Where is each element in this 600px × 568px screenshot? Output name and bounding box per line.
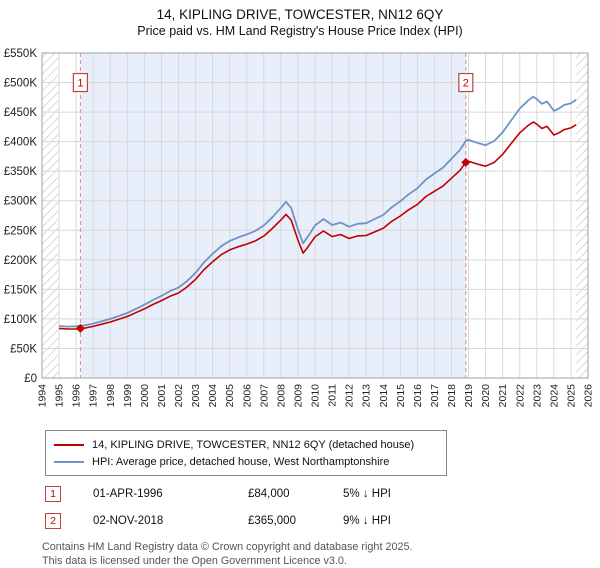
x-tick-label: 2001 bbox=[156, 384, 168, 408]
x-tick-label: 2019 bbox=[463, 384, 475, 408]
x-tick-label: 2009 bbox=[292, 384, 304, 408]
chart-legend: 14, KIPLING DRIVE, TOWCESTER, NN12 6QY (… bbox=[45, 430, 447, 476]
page-subtitle: Price paid vs. HM Land Registry's House … bbox=[137, 24, 463, 39]
x-tick-label: 2012 bbox=[344, 384, 356, 408]
y-tick-label: £550K bbox=[4, 48, 38, 60]
attribution-footer: Contains HM Land Registry data © Crown c… bbox=[42, 540, 600, 568]
x-tick-label: 2011 bbox=[327, 384, 339, 407]
legend-item-property: 14, KIPLING DRIVE, TOWCESTER, NN12 6QY (… bbox=[52, 436, 440, 453]
y-tick-label: £0 bbox=[24, 373, 37, 385]
series-hpi-average bbox=[59, 95, 577, 328]
sale-marker-2 bbox=[461, 157, 471, 167]
y-tick-label: £100K bbox=[4, 314, 38, 326]
sale-2-date: 02-NOV-2018 bbox=[93, 515, 164, 527]
legend-label-hpi: HPI: Average price, detached house, West… bbox=[92, 455, 390, 468]
sale-marker-1 bbox=[75, 323, 85, 333]
x-tick-label: 1999 bbox=[122, 384, 134, 408]
sale-1-number-badge: 1 bbox=[45, 486, 61, 502]
legend-label-property: 14, KIPLING DRIVE, TOWCESTER, NN12 6QY (… bbox=[92, 438, 415, 451]
svg-text:1: 1 bbox=[77, 78, 83, 90]
x-tick-label: 1995 bbox=[54, 384, 66, 408]
sale-number-box-1 bbox=[72, 72, 88, 93]
x-tick-label: 2020 bbox=[480, 384, 492, 408]
series-price-paid bbox=[59, 121, 577, 330]
no-data-hatch-right bbox=[576, 53, 588, 378]
x-tick-label: 2026 bbox=[583, 384, 595, 408]
x-tick-label: 2008 bbox=[275, 384, 287, 408]
sale-2-hpi-delta: 9% ↓ HPI bbox=[343, 515, 391, 527]
sale-record-2: 2 02-NOV-2018 £365,000 9% ↓ HPI bbox=[45, 513, 600, 529]
x-tick-label: 1994 bbox=[37, 384, 49, 408]
x-tick-label: 2005 bbox=[224, 384, 236, 408]
y-tick-label: £150K bbox=[4, 284, 38, 296]
sale-records: 1 01-APR-1996 £84,000 5% ↓ HPI 2 02-NOV-… bbox=[0, 486, 600, 529]
x-tick-label: 2022 bbox=[514, 384, 526, 408]
x-tick-label: 2004 bbox=[207, 384, 219, 408]
x-tick-label: 2023 bbox=[531, 384, 543, 408]
sale-1-price: £84,000 bbox=[248, 488, 290, 500]
x-tick-label: 2017 bbox=[429, 384, 441, 408]
sale-1-hpi-delta: 5% ↓ HPI bbox=[343, 488, 391, 500]
attribution-line-2: This data is licensed under the Open Gov… bbox=[42, 555, 347, 568]
price-chart: 1 2 £0 £50K £100K £150K £200K £250K £300K £350K £4… bbox=[4, 48, 595, 408]
y-tick-label: £300K bbox=[4, 196, 38, 208]
attribution-line-1: Contains HM Land Registry data © Crown c… bbox=[42, 541, 413, 553]
y-tick-label: £400K bbox=[4, 137, 38, 149]
y-tick-label: £200K bbox=[4, 255, 38, 267]
x-tick-label: 2006 bbox=[241, 384, 253, 408]
chart-header: 14, KIPLING DRIVE, TOWCESTER, NN12 6QY P… bbox=[0, 0, 600, 48]
x-tick-label: 2024 bbox=[548, 384, 560, 408]
x-tick-label: 2014 bbox=[378, 384, 390, 408]
x-tick-label: 2003 bbox=[190, 384, 202, 408]
x-tick-label: 2000 bbox=[139, 384, 151, 408]
x-tick-label: 2002 bbox=[173, 384, 185, 408]
sale-record-1: 1 01-APR-1996 £84,000 5% ↓ HPI bbox=[45, 486, 600, 502]
svg-text:2: 2 bbox=[463, 78, 469, 90]
x-tick-label: 2015 bbox=[395, 384, 407, 408]
y-tick-label: £350K bbox=[4, 166, 38, 178]
x-tick-label: 1998 bbox=[105, 384, 117, 408]
sale-2-price: £365,000 bbox=[248, 515, 296, 527]
y-tick-label: £250K bbox=[4, 225, 38, 237]
x-tick-label: 2013 bbox=[361, 384, 373, 408]
sale-1-date: 01-APR-1996 bbox=[93, 488, 163, 500]
page-title: 14, KIPLING DRIVE, TOWCESTER, NN12 6QY bbox=[156, 7, 444, 22]
y-tick-label: £50K bbox=[10, 343, 37, 355]
legend-item-hpi: HPI: Average price, detached house, West… bbox=[52, 453, 440, 470]
sale-2-number-badge: 2 bbox=[45, 513, 61, 529]
x-tick-label: 2007 bbox=[258, 384, 270, 408]
x-tick-label: 2010 bbox=[310, 384, 322, 408]
x-tick-label: 2021 bbox=[497, 384, 509, 408]
plot-border bbox=[41, 52, 589, 379]
legend-swatch-hpi-line bbox=[54, 460, 84, 463]
x-tick-label: 2018 bbox=[446, 384, 458, 408]
x-tick-label: 1996 bbox=[71, 384, 83, 408]
legend-swatch-property-line bbox=[54, 443, 84, 446]
x-tick-label: 1997 bbox=[88, 384, 100, 408]
y-tick-label: £450K bbox=[4, 107, 38, 119]
x-tick-label: 2016 bbox=[412, 384, 424, 408]
sale-number-box-2 bbox=[458, 72, 474, 93]
no-data-hatch-left bbox=[42, 53, 60, 378]
y-tick-label: £500K bbox=[4, 78, 38, 90]
x-tick-label: 2025 bbox=[565, 384, 577, 408]
